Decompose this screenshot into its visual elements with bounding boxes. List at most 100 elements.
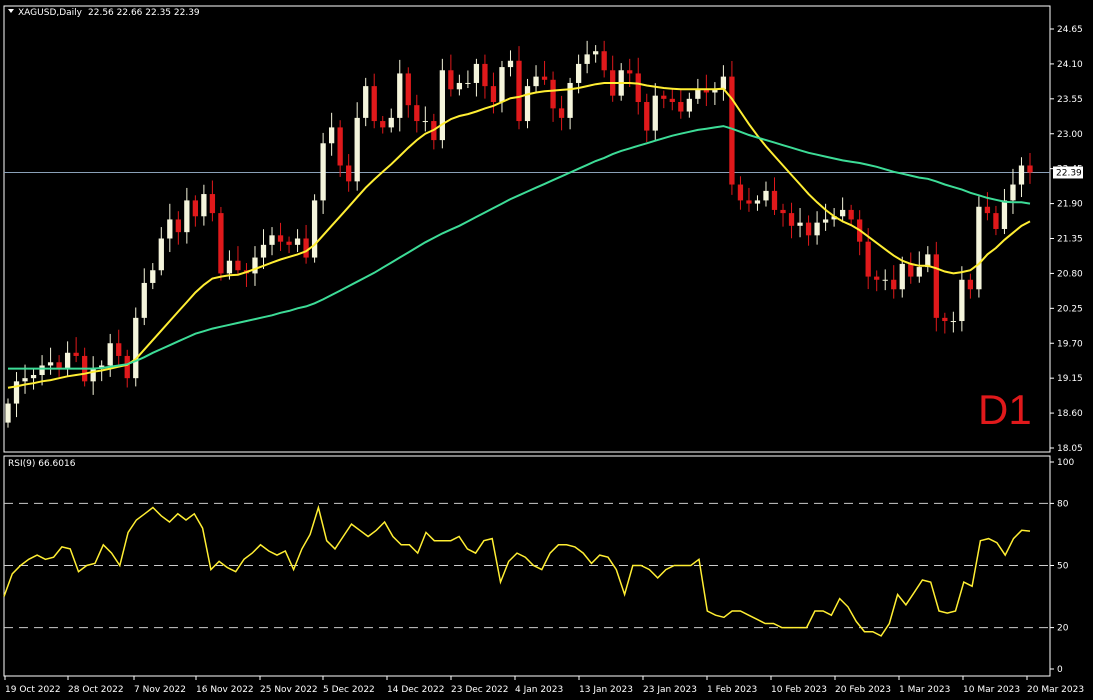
candle[interactable] (908, 252, 914, 284)
candle[interactable] (695, 78, 701, 104)
candle[interactable] (516, 46, 522, 130)
candle[interactable] (959, 266, 965, 332)
candle[interactable] (575, 54, 582, 94)
candle[interactable] (456, 74, 463, 96)
candle[interactable] (874, 270, 880, 292)
candle[interactable] (260, 229, 267, 269)
candle[interactable] (686, 92, 692, 118)
candle[interactable] (550, 71, 556, 122)
candle[interactable] (414, 94, 420, 133)
candle[interactable] (47, 347, 54, 375)
candle[interactable] (678, 88, 684, 119)
candle[interactable] (13, 372, 20, 418)
candle[interactable] (737, 176, 744, 210)
candle[interactable] (942, 312, 948, 334)
candle[interactable] (286, 236, 292, 254)
candle[interactable] (388, 108, 394, 133)
candle[interactable] (1027, 153, 1033, 184)
candle[interactable] (771, 177, 778, 216)
candle[interactable] (56, 355, 62, 377)
candle[interactable] (328, 112, 335, 156)
candles-layer[interactable] (5, 40, 1033, 428)
candle[interactable] (448, 54, 454, 97)
candle[interactable] (311, 194, 318, 263)
candle[interactable] (201, 184, 207, 226)
symbol-dropdown-icon[interactable] (8, 9, 14, 13)
candle[interactable] (933, 241, 939, 332)
candle[interactable] (141, 268, 147, 326)
candle[interactable] (967, 273, 974, 299)
candle[interactable] (712, 82, 718, 105)
candle[interactable] (644, 93, 650, 143)
candle[interactable] (976, 196, 982, 298)
candle[interactable] (899, 256, 905, 298)
candle[interactable] (669, 89, 675, 111)
candle[interactable] (192, 195, 199, 227)
candle[interactable] (82, 347, 88, 387)
candle[interactable] (661, 90, 667, 109)
candle[interactable] (482, 54, 488, 99)
candle[interactable] (371, 73, 377, 129)
candle[interactable] (73, 337, 79, 363)
candle[interactable] (925, 246, 931, 273)
candle[interactable] (618, 63, 624, 101)
candle[interactable] (320, 132, 326, 214)
candle[interactable] (635, 57, 641, 115)
candle[interactable] (499, 60, 505, 113)
candle[interactable] (524, 78, 531, 129)
candle[interactable] (90, 356, 96, 395)
candle[interactable] (814, 211, 820, 245)
candle[interactable] (916, 251, 922, 283)
candle[interactable] (337, 120, 343, 177)
symbol-label[interactable]: XAGUSD,Daily (18, 8, 83, 18)
candle[interactable] (652, 83, 658, 141)
candle[interactable] (133, 307, 139, 387)
candle[interactable] (541, 60, 548, 85)
candle[interactable] (805, 215, 812, 246)
candle[interactable] (1001, 188, 1008, 235)
candle[interactable] (277, 222, 284, 251)
candle[interactable] (363, 77, 369, 127)
candle[interactable] (610, 55, 616, 102)
candle[interactable] (984, 192, 991, 221)
candle[interactable] (30, 368, 37, 390)
candle[interactable] (848, 204, 854, 225)
candle[interactable] (720, 65, 727, 101)
candle[interactable] (439, 58, 445, 149)
candle[interactable] (380, 115, 386, 134)
candle[interactable] (746, 187, 752, 212)
candle[interactable] (354, 102, 360, 191)
candle[interactable] (473, 58, 480, 97)
candle[interactable] (584, 40, 590, 74)
candle[interactable] (405, 67, 411, 118)
candle[interactable] (346, 154, 352, 192)
candle[interactable] (269, 227, 275, 256)
candle[interactable] (865, 228, 871, 290)
candle[interactable] (167, 203, 173, 253)
candle[interactable] (567, 77, 573, 130)
candle[interactable] (107, 333, 113, 377)
candle[interactable] (993, 205, 999, 236)
candle[interactable] (64, 341, 71, 376)
candle[interactable] (294, 229, 301, 253)
candle[interactable] (218, 206, 224, 281)
candle[interactable] (150, 263, 156, 290)
candle[interactable] (235, 246, 241, 276)
candle[interactable] (533, 65, 539, 93)
candle[interactable] (184, 187, 190, 244)
candle[interactable] (303, 224, 309, 264)
candle[interactable] (703, 74, 710, 107)
candle[interactable] (822, 203, 829, 231)
candle[interactable] (780, 203, 786, 227)
candle[interactable] (422, 106, 428, 132)
candle[interactable] (754, 195, 761, 211)
candle[interactable] (1018, 157, 1025, 198)
candle[interactable] (593, 45, 599, 63)
candle[interactable] (175, 211, 181, 245)
candle[interactable] (465, 70, 471, 89)
candle[interactable] (158, 227, 164, 276)
candle[interactable] (209, 180, 216, 222)
candle[interactable] (882, 269, 888, 291)
candle[interactable] (252, 246, 258, 286)
